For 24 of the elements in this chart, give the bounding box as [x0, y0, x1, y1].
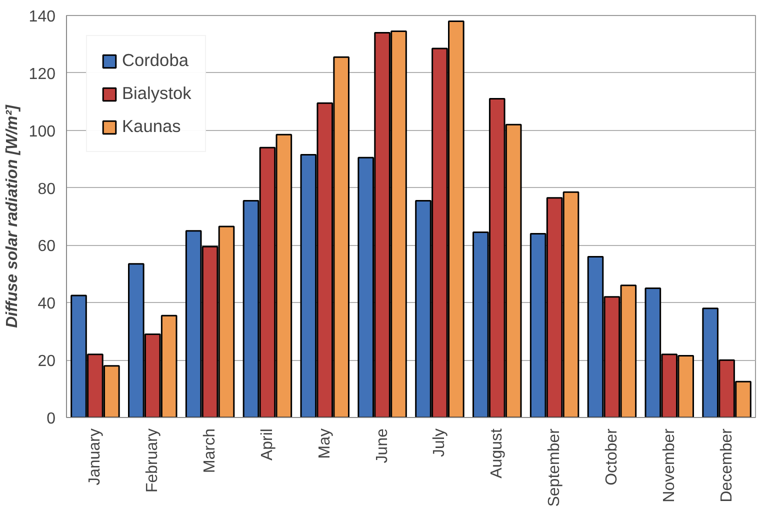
y-tick-label: 120: [28, 66, 56, 83]
x-tick-label: October: [603, 428, 620, 486]
legend-label: Bialystok: [122, 83, 192, 104]
y-tick-label: 40: [38, 296, 56, 313]
legend-label: Kaunas: [122, 116, 181, 137]
x-tick-label: January: [86, 428, 104, 486]
x-tick-label: May: [316, 428, 334, 459]
x-tick-label: November: [660, 428, 678, 502]
x-tick-label: April: [258, 428, 276, 461]
x-tick-label: August: [488, 428, 506, 478]
legend-label: Cordoba: [122, 50, 188, 71]
x-tick-label: March: [202, 428, 219, 473]
y-tick-label: 60: [38, 238, 56, 256]
x-tick-label: December: [718, 428, 736, 502]
x-tick-label: July: [431, 428, 448, 457]
y-tick-label: 80: [38, 180, 56, 198]
x-tick-label: February: [144, 428, 162, 493]
y-tick-label: 100: [28, 123, 56, 140]
x-tick-label: September: [546, 428, 564, 507]
y-axis-title: Diffuse solar radiation [W/m²]: [4, 104, 21, 328]
x-tick-label: June: [374, 428, 391, 464]
y-tick-label: 140: [28, 8, 56, 26]
y-tick-label: 20: [38, 353, 56, 370]
y-tick-label: 0: [46, 410, 56, 428]
